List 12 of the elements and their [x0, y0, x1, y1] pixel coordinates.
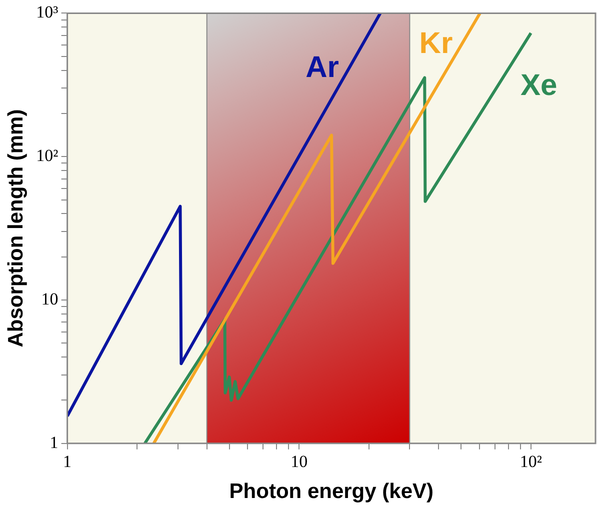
y-axis-title: Absorption length (mm)	[4, 109, 28, 348]
y-tick-label: 10³	[36, 2, 58, 22]
x-axis-title: Photon energy (keV)	[229, 480, 434, 504]
series-label: Kr	[419, 27, 453, 60]
y-tick-label: 10	[41, 289, 58, 308]
x-tick-label: 1	[63, 452, 72, 472]
series-label: Ar	[306, 51, 340, 84]
x-tick-label: 10	[290, 452, 308, 472]
series-label: Xe	[520, 69, 558, 102]
y-tick-label: 10²	[36, 146, 58, 166]
y-tick-label: 1	[50, 432, 58, 452]
x-tick-label: 10²	[520, 452, 542, 472]
